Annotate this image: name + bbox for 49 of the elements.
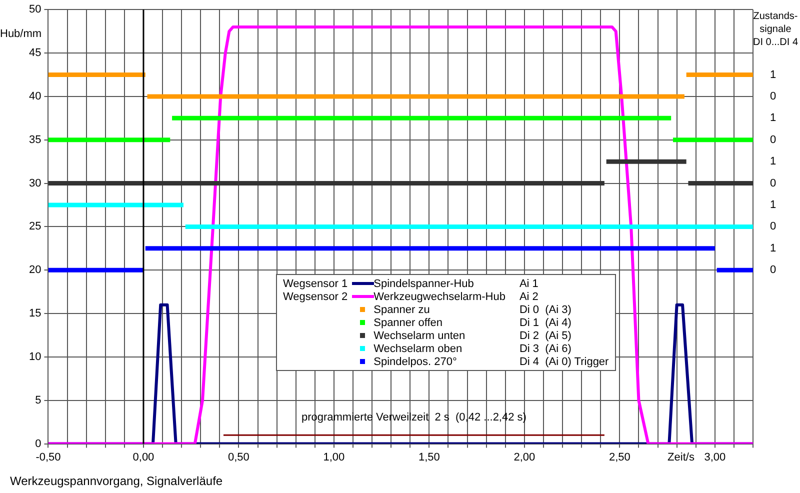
text: 1: [770, 156, 776, 168]
legend-label: Spanner offen: [374, 316, 444, 329]
y-tick-label: 15: [28, 308, 42, 320]
y-tick-label: 40: [28, 90, 42, 102]
text: 0: [770, 264, 776, 276]
annotation: Di 1 (Ai 4): [519, 316, 572, 329]
y-tick-label: 0: [35, 438, 42, 450]
legend-label: Spanner zu: [374, 303, 431, 316]
y-tick-label: 50: [28, 4, 42, 16]
y-tick-label: 20: [28, 264, 42, 276]
text: 1: [770, 199, 776, 212]
y-tick-label: 25: [28, 220, 42, 233]
x-tick-label: 3,00: [704, 451, 726, 464]
text: 1: [770, 68, 776, 81]
x-tick-label: 2,00: [514, 451, 536, 464]
legend-label: Spindelpos. 270°: [374, 355, 458, 368]
y-tick-label: 5: [35, 394, 42, 406]
x-tick-label: 0,00: [132, 451, 154, 464]
annotation: Di 3 (Ai 6): [519, 342, 572, 355]
text: 0: [770, 177, 776, 190]
x-axis-title: Zeit/s: [668, 451, 695, 464]
legend-label: Spindelspanner-Hub: [374, 277, 475, 290]
annotation: Ai 2: [519, 290, 540, 303]
annotation: Wegsensor 2: [283, 290, 349, 303]
annotation: Di 0 (Ai 3): [519, 303, 572, 316]
legend-label: Wechselarm oben: [374, 342, 464, 355]
y-tick-label: 35: [28, 134, 42, 146]
y-axis-title: Hub/mm: [0, 28, 42, 40]
x-tick-label: 1,50: [418, 451, 440, 464]
annotation: Di 4 (Ai 0) Trigger: [519, 355, 609, 368]
legend-label: Werkzeugwechselarm-Hub: [374, 290, 506, 303]
x-tick-label: -0,50: [36, 451, 61, 464]
y-tick-label: 10: [28, 350, 42, 363]
x-tick-label: 1,00: [323, 451, 345, 464]
text: 1: [770, 242, 776, 254]
x-tick-label: 2,50: [608, 451, 630, 464]
annotation: Wegsensor 1: [283, 277, 349, 290]
x-tick-label: 0,50: [228, 451, 250, 464]
legend-label: Wechselarm unten: [374, 329, 466, 342]
text: Werkzeugspannvorgang, Signalverläufe: [10, 474, 223, 488]
text: 0: [770, 90, 776, 102]
annotation: Ai 1: [519, 277, 540, 290]
text: 1: [770, 112, 776, 124]
y-tick-label: 30: [28, 177, 42, 190]
y2-axis-title: Zustands- signale DI 0...DI 4: [752, 10, 798, 49]
y-tick-label: 45: [28, 47, 42, 60]
annotation: Di 2 (Ai 5): [519, 329, 572, 342]
text: 0: [770, 220, 776, 233]
text: 0: [770, 134, 776, 146]
